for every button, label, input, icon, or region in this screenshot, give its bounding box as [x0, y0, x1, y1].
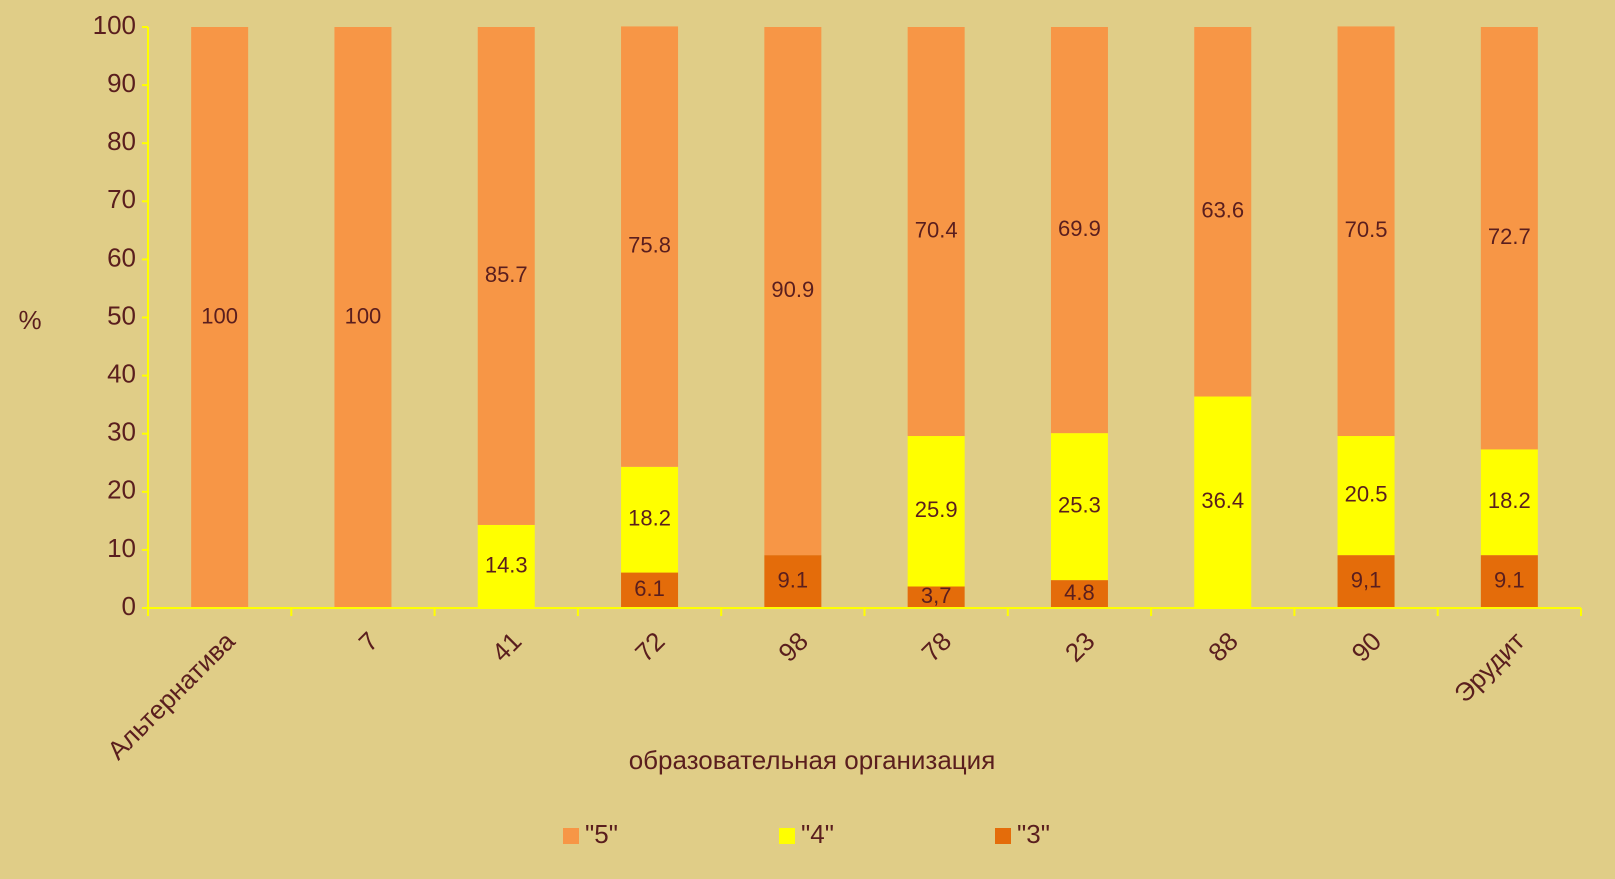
data-label: 25.3 [1058, 492, 1101, 517]
data-label: 14.3 [485, 552, 528, 577]
data-label: 6.1 [634, 576, 665, 601]
y-tick-label: 90 [107, 68, 136, 98]
y-axis-title: % [18, 305, 41, 335]
x-tick-label: 41 [486, 626, 528, 668]
bar-segment [764, 555, 822, 608]
y-tick-label: 20 [107, 475, 136, 505]
y-tick-label: 40 [107, 358, 136, 388]
bar-segment [907, 27, 965, 437]
bar-segment [477, 524, 535, 608]
bar-segment [1337, 26, 1395, 437]
y-tick-label: 70 [107, 184, 136, 214]
bar-segment [334, 27, 392, 608]
x-tick-label: Альтернатива [101, 626, 241, 766]
bar-segment [1050, 27, 1108, 434]
x-tick-label: 7 [353, 626, 384, 657]
bar-segment [1480, 555, 1538, 608]
bar-segment [621, 572, 679, 608]
x-tick-label: 72 [629, 626, 671, 668]
bar-segment [764, 27, 822, 556]
data-label: 25.9 [915, 497, 958, 522]
data-label: 90.9 [771, 277, 814, 302]
legend-swatch [995, 828, 1011, 844]
bar-segment [1050, 580, 1108, 608]
data-label: 63.6 [1201, 198, 1244, 223]
bar-segment [477, 27, 535, 525]
y-tick-label: 0 [122, 591, 136, 621]
data-label: 9.1 [778, 567, 809, 592]
y-tick-label: 50 [107, 300, 136, 330]
data-label: 9.1 [1494, 567, 1525, 592]
x-tick-label: 78 [916, 626, 958, 668]
data-label: 72.7 [1488, 224, 1531, 249]
data-label: 20.5 [1345, 481, 1388, 506]
data-label: 75.8 [628, 232, 671, 257]
x-tick-label: 90 [1345, 626, 1387, 668]
x-tick-label: Эрудит [1448, 626, 1531, 709]
legend-label: "5" [585, 819, 618, 849]
x-tick-label: 23 [1059, 626, 1101, 668]
bar-segment [1337, 555, 1395, 608]
bar-segment [1050, 433, 1108, 581]
data-label: 70.5 [1345, 217, 1388, 242]
legend-label: "3" [1017, 819, 1050, 849]
bar-segment [907, 586, 965, 608]
y-tick-label: 100 [93, 10, 136, 40]
data-label: 100 [201, 303, 238, 328]
data-label: 100 [345, 303, 382, 328]
bar-segment [1480, 27, 1538, 450]
bar-segment [621, 26, 679, 467]
y-tick-label: 80 [107, 126, 136, 156]
data-label: 9,1 [1351, 567, 1382, 592]
y-tick-label: 10 [107, 533, 136, 563]
bar-segment [1480, 449, 1538, 556]
data-label: 4.8 [1064, 580, 1095, 605]
y-tick-label: 30 [107, 417, 136, 447]
bar-segment [1337, 436, 1395, 556]
bar-segment [191, 27, 249, 608]
data-label: 18.2 [1488, 488, 1531, 513]
data-label: 36.4 [1201, 488, 1244, 513]
x-axis-title: образовательная организация [629, 745, 996, 775]
data-label: 85.7 [485, 262, 528, 287]
data-label: 3,7 [921, 583, 952, 608]
x-tick-label: 98 [772, 626, 814, 668]
bar-segment [1194, 396, 1252, 608]
data-label: 18.2 [628, 506, 671, 531]
bar-segment [621, 466, 679, 573]
y-tick-label: 60 [107, 242, 136, 272]
bar-segment [1194, 27, 1252, 397]
legend-swatch [563, 828, 579, 844]
legend-label: "4" [801, 819, 834, 849]
data-label: 70.4 [915, 217, 958, 242]
legend-swatch [779, 828, 795, 844]
data-label: 69.9 [1058, 216, 1101, 241]
bar-segment [907, 436, 965, 587]
x-tick-label: 88 [1202, 626, 1244, 668]
